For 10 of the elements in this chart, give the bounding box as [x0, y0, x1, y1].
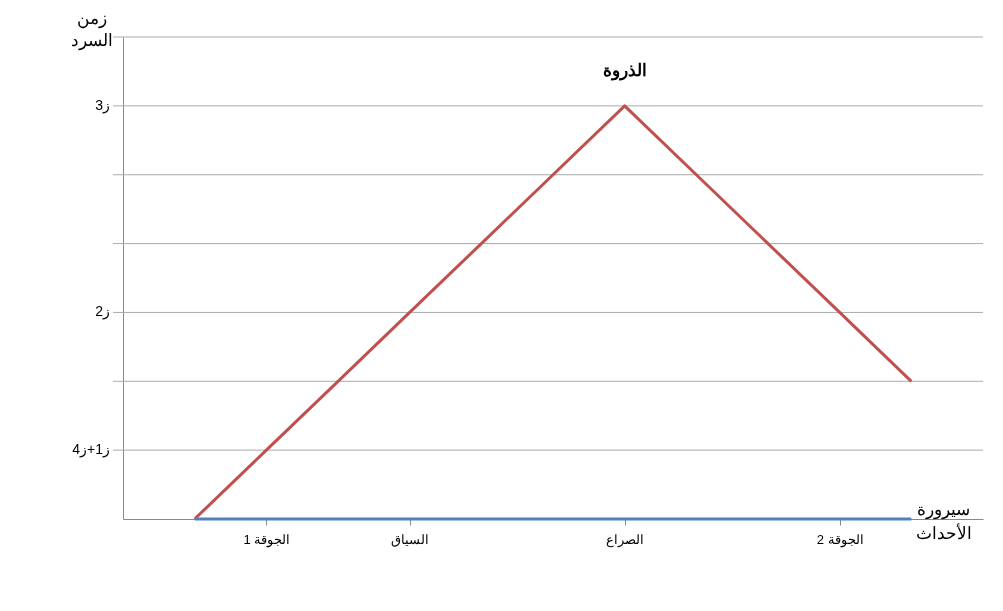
x-axis-title: سيرورة الأحداث [915, 499, 972, 543]
x-tick-label: السياق [391, 531, 430, 547]
x-tick-label: الجوقة 1 [243, 531, 291, 548]
annotation: الذروة [602, 60, 647, 81]
x-tick-label: الجوقة 2 [816, 531, 864, 548]
ref-line-label: ز2 [95, 303, 110, 321]
x-tick-label: الصراع [606, 531, 645, 548]
y-axis-title: زمن السرد [70, 8, 113, 51]
ref-line-label: ز3 [95, 96, 110, 114]
ref-line-label: ز1+ز4 [72, 441, 110, 459]
